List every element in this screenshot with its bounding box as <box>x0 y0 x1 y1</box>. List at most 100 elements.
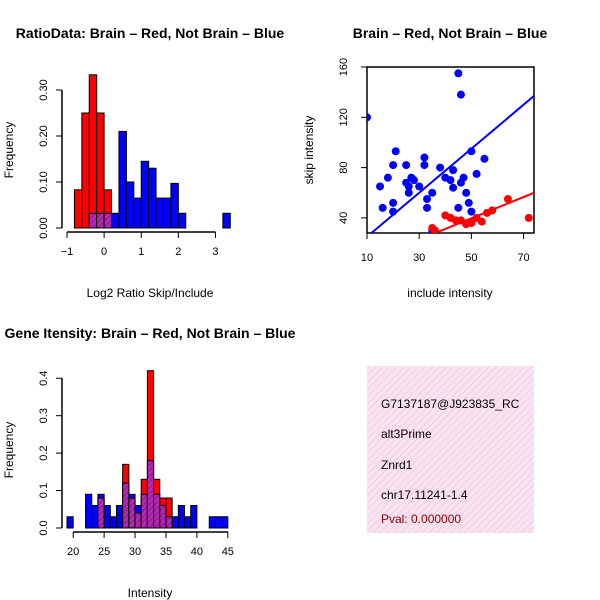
scatter-point-not-brain <box>404 182 413 191</box>
scatter-x-tick-label: 30 <box>413 252 425 264</box>
ratio-bar-not-brain <box>222 212 231 229</box>
ratio-bar-not-brain <box>148 167 157 229</box>
scatter-y-tick-label: 120 <box>338 108 350 126</box>
ratio-y-tick-label: 0.10 <box>38 171 50 192</box>
ratio-bar-not-brain <box>140 160 150 229</box>
intensity-y-tick-label: 0.2 <box>38 445 50 460</box>
intensity-x-tick-label: 40 <box>191 546 203 558</box>
ratio-bar-brain <box>96 112 105 229</box>
scatter-point-not-brain <box>420 153 429 162</box>
scatter-point-not-brain <box>389 207 398 216</box>
info-panel: G7137187@J923835_RC alt3Prime Znrd1 chr1… <box>367 366 534 533</box>
intensity-ylabel: Frequency <box>2 422 16 479</box>
intensity-bar-overlap <box>97 497 105 529</box>
intensity-bar-overlap <box>165 516 173 529</box>
gene-intensity-histogram: Gene Itensity: Brain – Red, Not Brain – … <box>2 325 296 600</box>
scatter-point-not-brain <box>389 161 398 170</box>
intensity-y-tick-label: 0.0 <box>38 520 50 535</box>
ratio-bar-not-brain <box>111 212 120 229</box>
intensity-bar-not-brain <box>115 505 124 529</box>
scatter-point-not-brain <box>436 163 445 172</box>
intensity-bar-not-brain <box>66 516 74 529</box>
ratio-x-tick-label: 2 <box>175 246 181 258</box>
scatter-point-not-brain <box>467 207 476 216</box>
scatter-ylabel: skip intensity <box>302 116 316 185</box>
scatter-point-not-brain <box>459 173 468 182</box>
scatter-y-tick-label: 40 <box>338 212 350 224</box>
ratio-bar-brain <box>73 189 83 229</box>
ratio-xlabel: Log2 Ratio Skip/Include <box>87 286 214 300</box>
scatter-point-not-brain <box>402 161 411 170</box>
scatter-point-not-brain <box>428 188 437 197</box>
scatter-point-not-brain <box>391 147 400 156</box>
scatter-point-not-brain <box>456 90 465 99</box>
scatter-point-not-brain <box>389 198 398 207</box>
scatter-point-not-brain <box>462 188 471 197</box>
ratio-x-tick-label: 3 <box>212 246 218 258</box>
scatter-point-not-brain <box>449 183 458 192</box>
intensity-x-tick-label: 45 <box>222 546 234 558</box>
ratio-histogram: RatioData: Brain – Red, Not Brain – Blue… <box>2 25 284 300</box>
info-gene-symbol: Znrd1 <box>381 458 413 472</box>
intensity-x-tick-label: 30 <box>129 546 141 558</box>
scatter-point-not-brain <box>423 195 432 204</box>
info-background <box>367 366 534 533</box>
info-pval: Pval: 0.000000 <box>381 512 461 526</box>
intensity-bar-not-brain <box>221 516 229 529</box>
scatter-point-brain <box>524 213 533 222</box>
intensity-y-tick-label: 0.4 <box>38 371 50 386</box>
intensity-title: Gene Itensity: Brain – Red, Not Brain – … <box>5 325 296 341</box>
scatter-plot-area <box>367 69 534 233</box>
scatter-point-not-brain <box>376 182 385 191</box>
ratio-bar-not-brain <box>118 130 127 229</box>
scatter-point-not-brain <box>467 147 476 156</box>
scatter-point-not-brain <box>383 173 392 182</box>
intensity-bar-not-brain <box>91 505 99 529</box>
scatter-xlabel: include intensity <box>407 286 492 300</box>
scatter-point-not-brain <box>472 169 481 178</box>
intensity-bar-not-brain <box>184 516 192 529</box>
ratio-x-tick-label: 1 <box>138 246 144 258</box>
intensity-x-tick-label: 20 <box>67 546 79 558</box>
intensity-bar-not-brain <box>171 516 179 529</box>
scatter-point-not-brain <box>404 188 413 197</box>
ratio-bar-not-brain <box>133 197 142 229</box>
intensity-bar-not-brain <box>208 516 216 529</box>
scatter-point-not-brain <box>378 203 387 212</box>
ratio-y-tick-label: 0.30 <box>38 79 50 100</box>
scatter-title: Brain – Red, Not Brain – Blue <box>353 25 548 41</box>
scatter-point-not-brain <box>454 203 463 212</box>
ratio-ylabel: Frequency <box>2 122 16 179</box>
scatter-point-not-brain <box>449 166 458 175</box>
ratio-bar-brain <box>81 112 90 229</box>
intensity-y-tick-label: 0.3 <box>38 408 50 423</box>
info-event-type: alt3Prime <box>381 427 432 441</box>
scatter-x-tick-label: 10 <box>361 252 373 264</box>
ratio-title: RatioData: Brain – Red, Not Brain – Blue <box>16 25 285 41</box>
ratio-bar-overlap <box>103 212 113 229</box>
scatter-point-not-brain <box>454 69 463 78</box>
scatter-point-not-brain <box>423 203 432 212</box>
scatter-point-not-brain <box>420 161 429 170</box>
intensity-bar-overlap <box>159 505 167 529</box>
intensity-scatter: Brain – Red, Not Brain – Blue 10 30 50 70 40… <box>302 25 547 300</box>
ratio-bar-overlap <box>96 212 105 229</box>
scatter-point-brain <box>467 218 476 227</box>
intensity-x-tick-label: 35 <box>160 546 172 558</box>
scatter-point-not-brain <box>409 176 418 185</box>
scatter-point-not-brain <box>480 154 489 163</box>
ratio-y-tick-label: 0.00 <box>38 217 50 238</box>
scatter-plot-box <box>366 66 535 234</box>
intensity-y-tick-label: 0.1 <box>38 483 50 498</box>
scatter-point-brain <box>430 226 439 233</box>
intensity-bar-not-brain <box>109 516 117 529</box>
intensity-bar-overlap <box>122 482 130 529</box>
scatter-x-tick-label: 50 <box>465 252 477 264</box>
scatter-point-not-brain <box>367 113 371 122</box>
info-probe-id: G7137187@J923835_RC <box>381 397 520 411</box>
ratio-bar-not-brain <box>125 181 135 229</box>
ratio-x-tick-label: 0 <box>101 246 107 258</box>
ratio-bar-not-brain <box>177 212 187 229</box>
scatter-x-tick-label: 70 <box>517 252 529 264</box>
